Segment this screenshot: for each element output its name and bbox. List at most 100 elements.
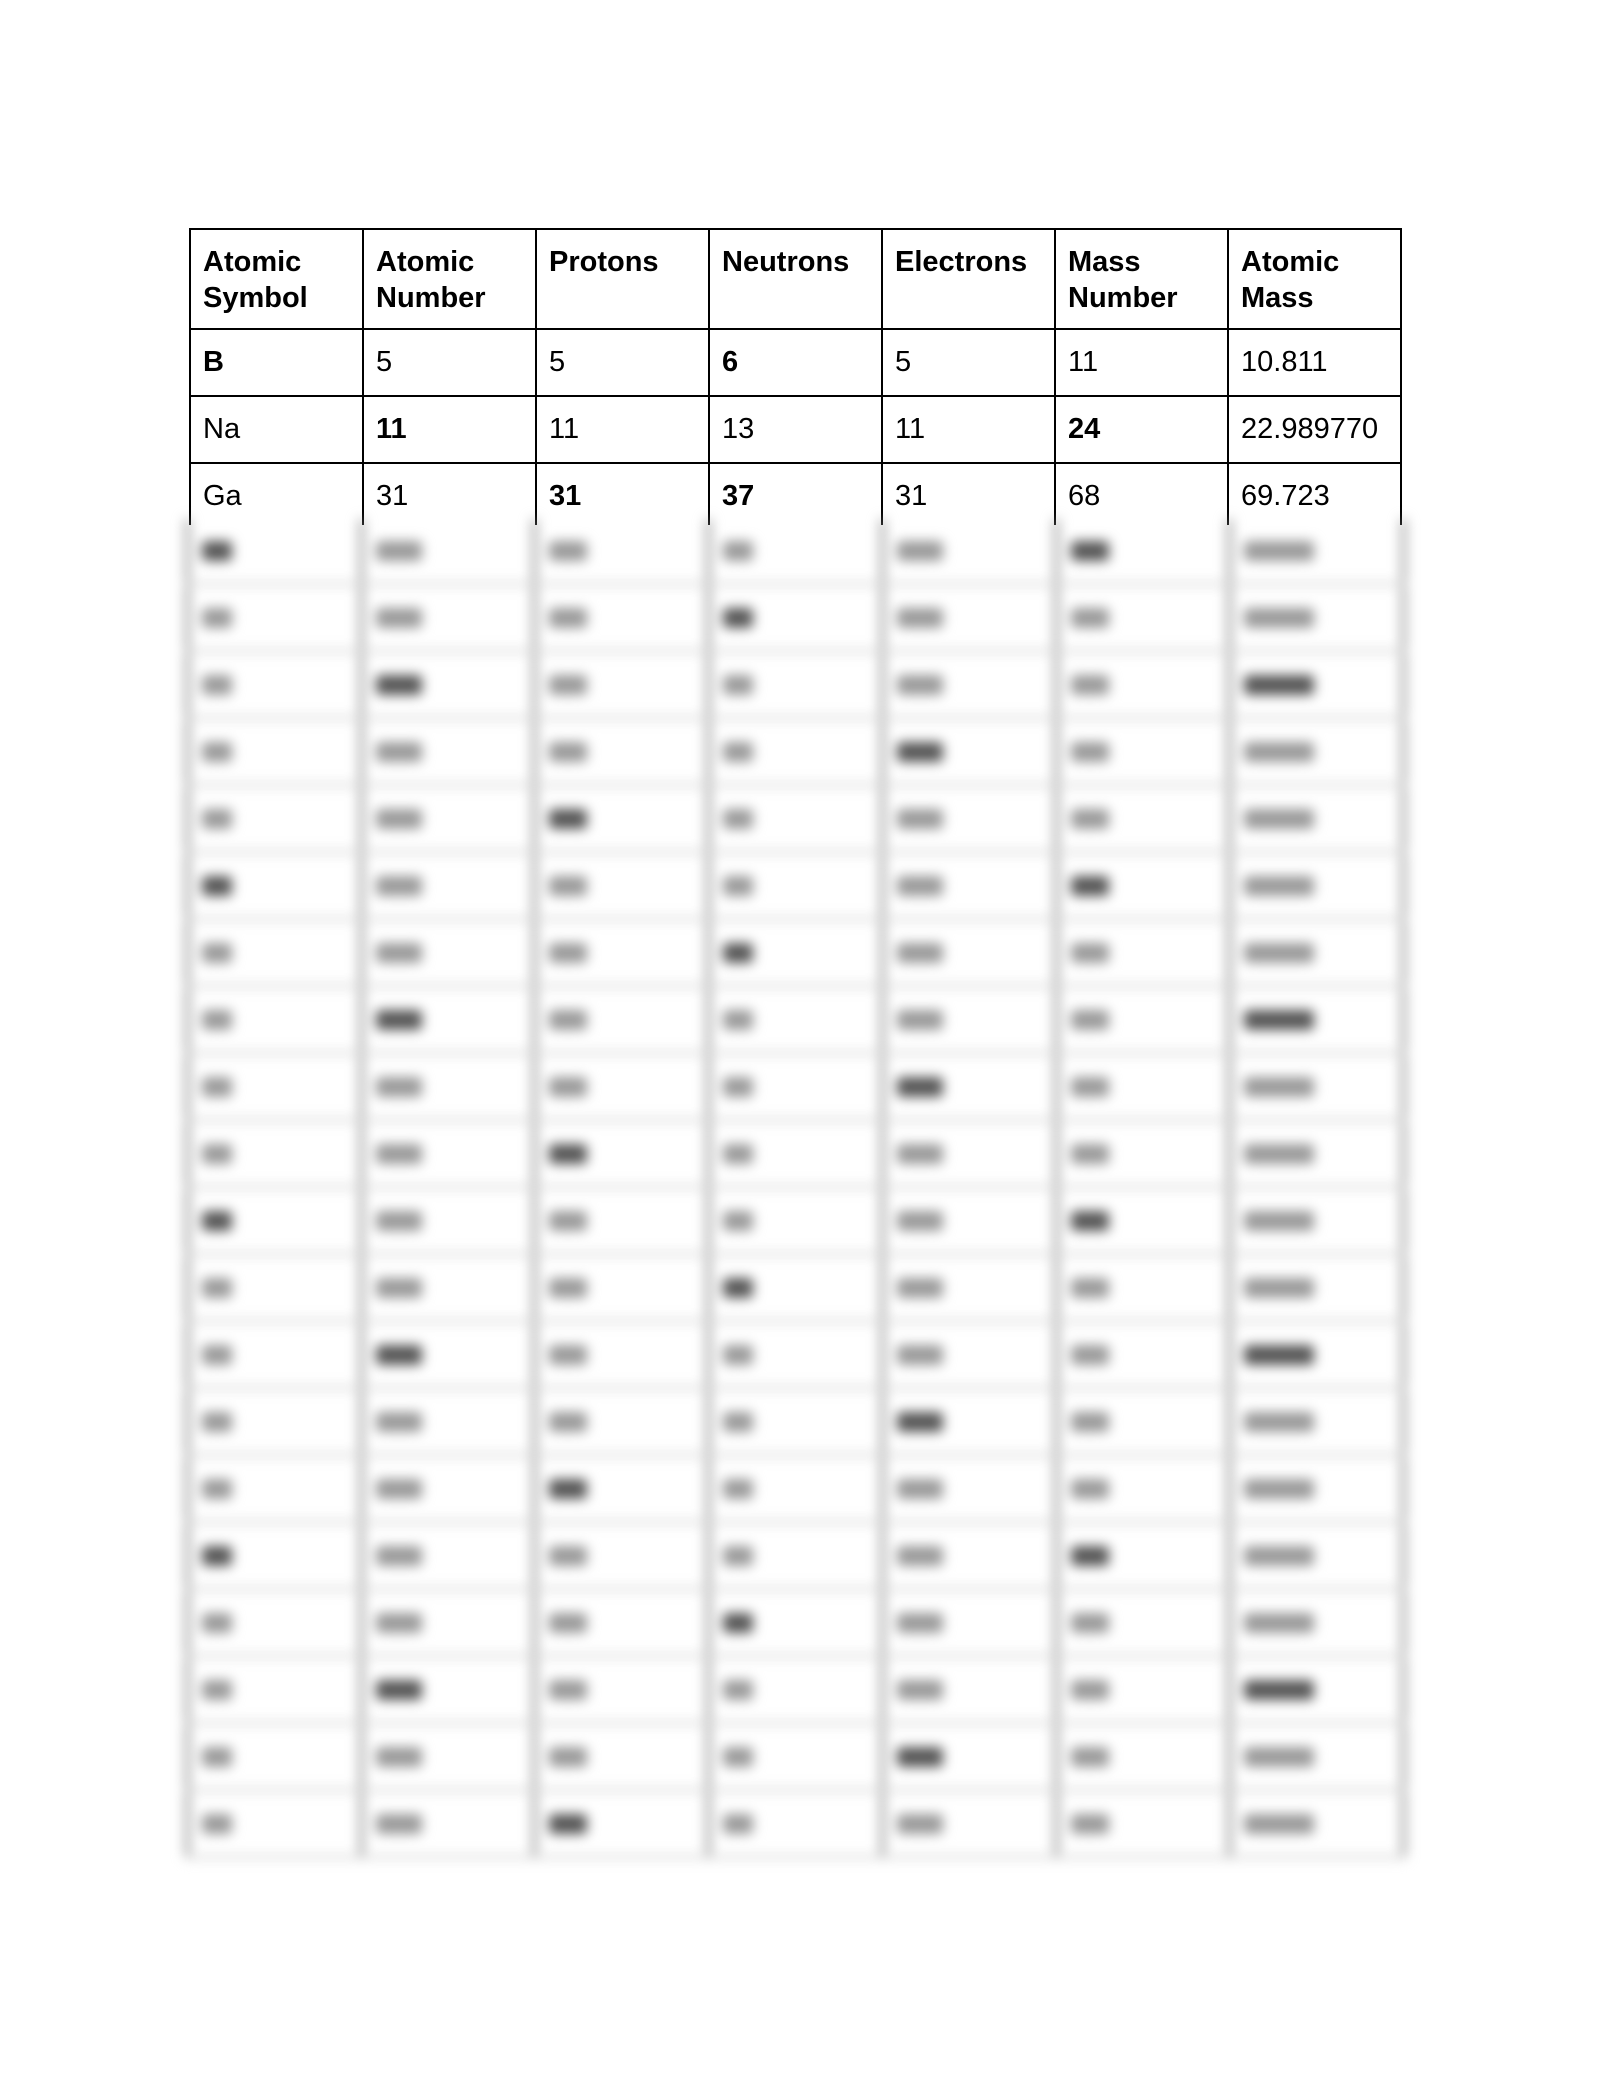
blurred-text xyxy=(549,1345,588,1365)
blurred-cell xyxy=(364,1591,538,1654)
blurred-cell xyxy=(537,854,712,917)
header-mass-number: Mass Number xyxy=(1054,228,1229,330)
blurred-text xyxy=(1244,876,1315,896)
blurred-text xyxy=(1244,608,1315,628)
blurred-text xyxy=(202,1211,232,1231)
blurred-cell xyxy=(537,519,712,582)
blurred-cell xyxy=(185,1055,364,1118)
blurred-text xyxy=(1244,1613,1315,1633)
blurred-cell xyxy=(711,586,885,649)
cell-protons: 5 xyxy=(535,328,710,397)
table-row: Ga 31 31 37 31 68 69.723 xyxy=(189,462,1402,525)
blurred-text xyxy=(549,1412,588,1432)
blurred-row xyxy=(185,1189,1407,1256)
header-label: Neutrons xyxy=(722,246,850,278)
blurred-cell xyxy=(537,1591,712,1654)
blurred-text xyxy=(1070,1479,1109,1499)
blurred-cell xyxy=(1232,720,1407,783)
blurred-cell xyxy=(185,854,364,917)
blurred-cell xyxy=(711,1792,885,1855)
blurred-row xyxy=(185,1792,1407,1859)
blurred-text xyxy=(1070,1010,1109,1030)
cell-electrons: 5 xyxy=(881,328,1056,397)
blurred-text xyxy=(896,608,943,628)
blurred-text xyxy=(1244,1814,1315,1834)
blurred-text xyxy=(1244,943,1315,963)
cell-neutrons: 6 xyxy=(708,328,883,397)
blurred-text xyxy=(202,1546,232,1566)
blurred-text xyxy=(896,1412,943,1432)
blurred-cell xyxy=(537,1055,712,1118)
blurred-text xyxy=(1244,1747,1315,1767)
blurred-text xyxy=(1244,1412,1315,1432)
blurred-cell xyxy=(537,921,712,984)
blurred-cell xyxy=(185,1390,364,1453)
blurred-cell xyxy=(1059,586,1233,649)
blurred-text xyxy=(1070,943,1109,963)
blurred-text xyxy=(202,1412,232,1432)
blurred-cell xyxy=(185,1457,364,1520)
blurred-text xyxy=(723,1814,754,1834)
blurred-cell xyxy=(1059,1256,1233,1319)
header-label: Mass xyxy=(1241,282,1314,314)
blurred-text xyxy=(723,1144,754,1164)
blurred-text xyxy=(549,1278,588,1298)
blurred-cell xyxy=(1232,1725,1407,1788)
blurred-text xyxy=(375,1613,422,1633)
blurred-text xyxy=(549,675,588,695)
blurred-cell xyxy=(1232,787,1407,850)
blurred-cell xyxy=(885,1457,1059,1520)
blurred-cell xyxy=(364,1323,538,1386)
blurred-text xyxy=(723,1747,754,1767)
blurred-cell xyxy=(885,1122,1059,1185)
blurred-cell xyxy=(537,1323,712,1386)
blurred-text xyxy=(549,943,588,963)
blurred-cell xyxy=(364,1524,538,1587)
blurred-text xyxy=(375,541,422,561)
blurred-text xyxy=(896,1747,943,1767)
header-row: Atomic Symbol Atomic Number Protons Neutrons E… xyxy=(189,228,1402,330)
blurred-cell xyxy=(1232,921,1407,984)
blurred-cell xyxy=(711,1122,885,1185)
blurred-text xyxy=(375,1546,422,1566)
cell-atomic-symbol: Ga xyxy=(189,462,364,525)
blurred-row xyxy=(185,1457,1407,1524)
blurred-cell xyxy=(1059,1122,1233,1185)
blurred-text xyxy=(375,943,422,963)
blurred-cell xyxy=(885,1055,1059,1118)
cell-atomic-symbol: B xyxy=(189,328,364,397)
blurred-cell xyxy=(1059,1591,1233,1654)
blurred-row xyxy=(185,519,1407,586)
cell-atomic-mass: 69.723 xyxy=(1227,462,1402,525)
blurred-cell xyxy=(364,1792,538,1855)
blurred-cell xyxy=(185,1323,364,1386)
header-label: Atomic xyxy=(376,246,475,278)
blurred-cell xyxy=(1232,1055,1407,1118)
blurred-text xyxy=(375,1278,422,1298)
blurred-cell xyxy=(364,988,538,1051)
blurred-text xyxy=(723,1010,754,1030)
blurred-text xyxy=(202,809,232,829)
blurred-text xyxy=(1070,1546,1109,1566)
blurred-row xyxy=(185,586,1407,653)
blurred-rows-preview xyxy=(185,519,1407,1859)
blurred-cell xyxy=(185,988,364,1051)
blurred-text xyxy=(1244,1010,1315,1030)
blurred-cell xyxy=(364,1189,538,1252)
blurred-text xyxy=(549,1010,588,1030)
blurred-cell xyxy=(537,1390,712,1453)
blurred-cell xyxy=(711,720,885,783)
blurred-cell xyxy=(537,1792,712,1855)
blurred-cell xyxy=(885,1256,1059,1319)
blurred-cell xyxy=(185,1658,364,1721)
blurred-text xyxy=(375,1479,422,1499)
blurred-text xyxy=(896,742,943,762)
blurred-text xyxy=(896,1680,943,1700)
blurred-text xyxy=(1244,1144,1315,1164)
blurred-cell xyxy=(885,1323,1059,1386)
blurred-text xyxy=(896,1613,943,1633)
header-label: Symbol xyxy=(203,282,308,314)
blurred-text xyxy=(549,608,588,628)
blurred-text xyxy=(896,1345,943,1365)
blurred-text xyxy=(1070,608,1109,628)
